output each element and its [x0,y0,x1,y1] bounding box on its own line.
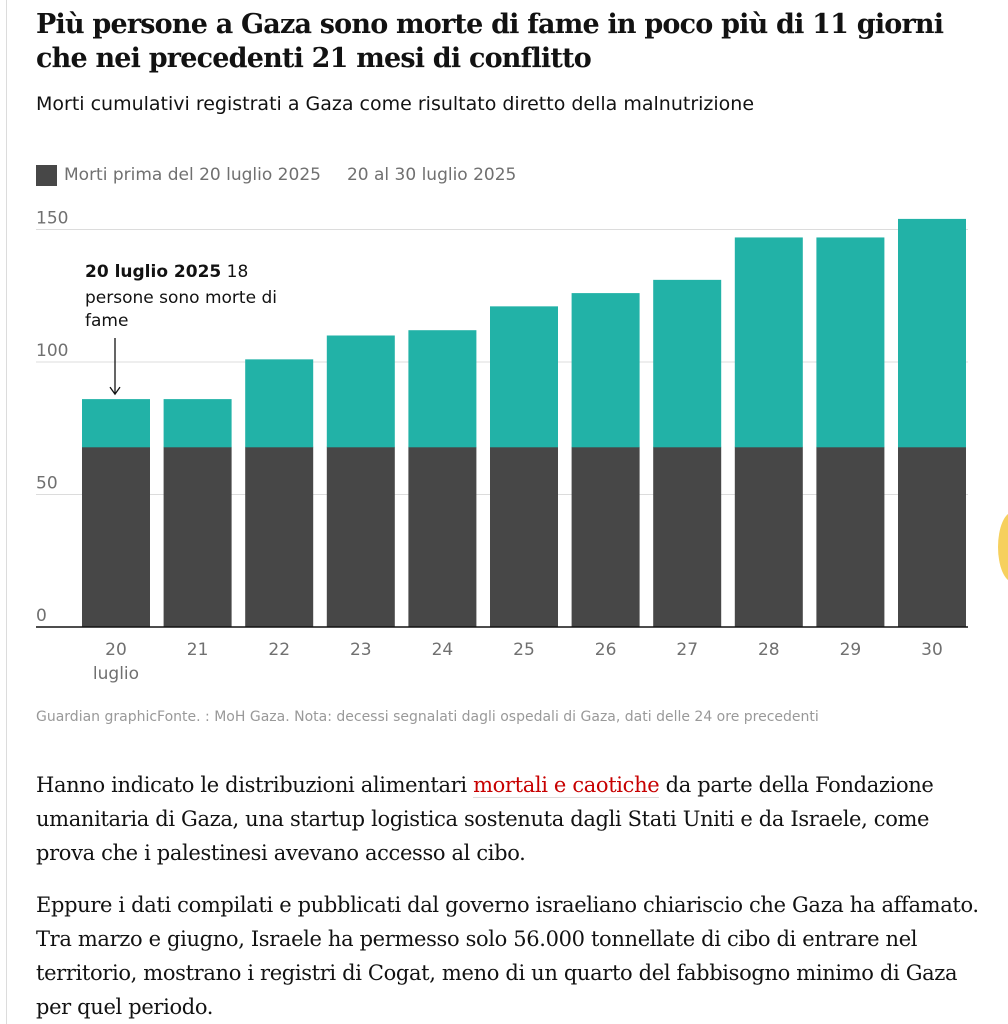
x-tick-label-28: 28 [758,640,780,660]
bar-before-25 [490,446,558,627]
x-tick-label-30: 30 [921,640,943,660]
x-tick-label-20: 20 [105,640,127,660]
bar-before-21 [163,446,232,627]
legend-swatch-before [36,164,57,186]
y-tick-label-150: 150 [36,209,68,229]
article-paragraph-2: Eppure i dati compilati e pubblicati dal… [36,893,979,1019]
bar-after-30 [898,218,966,448]
annotation-line-3: fame [85,311,128,331]
bar-before-20 [82,446,150,627]
bar-before-29 [816,446,885,627]
x-tick-label-26: 26 [595,640,617,660]
page-left-border [6,0,7,1024]
annotation-line-2: persone sono morte di [85,288,277,308]
y-tick-label-50: 50 [36,474,58,494]
chart-title: Più persone a Gaza sono morte di fame in… [36,9,944,74]
legend-label-after: 20 al 30 luglio 2025 [346,165,517,185]
bar-after-20 [82,399,150,448]
legend-label-before: Morti prima del 20 luglio 2025 [64,165,321,185]
y-tick-label-100: 100 [36,341,68,361]
annotation-arrow-head [109,386,121,396]
bar-after-24 [408,330,477,448]
bar-before-23 [326,446,395,627]
y-tick-label-0: 0 [36,606,47,626]
bar-before-28 [734,446,803,627]
bar-before-24 [408,446,477,627]
bar-after-22 [245,359,314,448]
bar-before-26 [571,446,640,627]
floating-action-edge[interactable] [998,512,1008,582]
bar-chart: 0 50 100 150 20 luglio 21 22 23 24 25 26 27 28 29 30 20 … [36,209,968,684]
x-tick-label-27: 27 [676,640,698,660]
article-link-mortali[interactable]: mortali e caotiche [473,773,660,798]
bar-before-27 [653,446,722,627]
bar-after-27 [653,279,722,448]
bar-after-29 [816,237,885,448]
bar-before-22 [245,446,314,627]
article-paragraph-1: Hanno indicato le distribuzioni alimenta… [36,773,934,865]
bar-after-23 [326,335,395,448]
bar-after-26 [571,293,640,448]
x-tick-label-29: 29 [840,640,862,660]
bar-after-21 [163,399,232,448]
x-tick-label-24: 24 [432,640,454,660]
bar-before-30 [898,446,966,627]
annotation-line-1: 20 luglio 2025 18 [85,262,248,282]
chart-legend: Morti prima del 20 luglio 2025 20 al 30 … [36,162,516,188]
x-tick-label-25: 25 [513,640,535,660]
x-tick-sublabel-luglio: luglio [93,664,139,684]
x-tick-label-21: 21 [187,640,209,660]
bar-after-25 [490,306,558,448]
x-tick-label-23: 23 [350,640,372,660]
bar-after-28 [734,237,803,448]
x-tick-label-22: 22 [268,640,290,660]
chart-subtitle: Morti cumulativi registrati a Gaza come … [36,93,755,115]
chart-source-note: Guardian graphicFonte. : MoH Gaza. Nota:… [36,709,819,725]
